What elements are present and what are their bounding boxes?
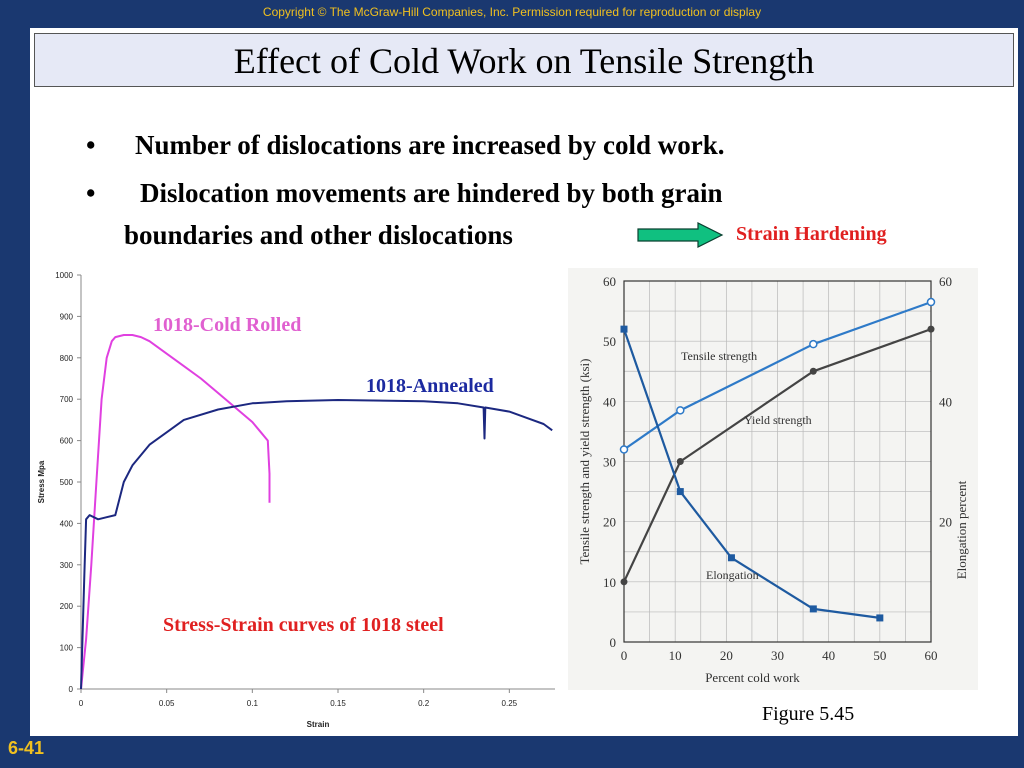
y2-axis-label: Elongation percent [954, 480, 969, 579]
y-tick-label: 0 [69, 685, 74, 694]
x-tick-label: 30 [771, 648, 784, 663]
bullet-marker: • [86, 130, 96, 160]
y-tick-label: 200 [60, 602, 74, 611]
plot-frame [623, 280, 932, 643]
y-tick-label: 1000 [55, 271, 73, 280]
figure-caption: Figure 5.45 [762, 703, 855, 725]
bullet-text: Number of dislocations are increased by … [135, 130, 725, 160]
y2-tick-label: 40 [939, 394, 952, 409]
bullet-continuation: boundaries and other dislocations [124, 220, 513, 250]
y-tick-label: 50 [603, 334, 616, 349]
series-line-yield-strength [623, 328, 932, 583]
x-tick-label: 0 [79, 699, 84, 708]
data-point-elongation [809, 605, 817, 613]
y2-tick-label: 20 [939, 515, 952, 530]
x-tick-label: 0 [621, 648, 628, 663]
x-tick-label: 10 [669, 648, 682, 663]
y-tick-label: 10 [603, 575, 616, 590]
y-tick-label: 400 [60, 519, 74, 528]
x-tick-label: 40 [822, 648, 835, 663]
stress-strain-chart: 0 100 200 300 400 500 600 700 800 900 1000 0 0.05 0.1… [37, 271, 555, 729]
data-point-tensile-strength [619, 445, 629, 454]
x-tick-label: 50 [873, 648, 886, 663]
copyright-notice: Copyright © The McGraw-Hill Companies, I… [262, 5, 762, 19]
series-label-cold-rolled: 1018-Cold Rolled [153, 314, 301, 336]
y2-tick-label: 60 [939, 274, 952, 289]
data-point-yield-strength [676, 458, 684, 465]
y-tick-label: 100 [60, 644, 74, 653]
strain-hardening-label: Strain Hardening [736, 223, 887, 245]
series-label-yield-strength: Yield strength [744, 413, 812, 427]
data-point-tensile-strength [809, 339, 818, 349]
bullet-text: Dislocation movements are hindered by bo… [140, 178, 723, 208]
x-tick-label: 0.25 [502, 699, 518, 708]
y-tick-label: 30 [603, 455, 616, 470]
y-tick-label: 300 [60, 561, 74, 570]
y-axis-label: Stress Mpa [37, 460, 46, 503]
series-line-annealed [80, 399, 553, 690]
data-point-elongation [676, 488, 684, 496]
series-line-tensile-strength [623, 301, 932, 451]
y-tick-label: 60 [603, 274, 616, 289]
data-point-yield-strength [927, 325, 935, 333]
slide-number: 6-41 [8, 738, 45, 758]
y-tick-label: 0 [610, 635, 617, 650]
x-tick-label: 0.15 [330, 699, 346, 708]
x-tick-label: 20 [720, 648, 733, 663]
y-tick-label: 800 [60, 354, 74, 363]
series-line-cold-rolled [80, 334, 271, 690]
y-tick-label: 600 [60, 437, 74, 446]
data-point-yield-strength [809, 367, 817, 375]
x-axis-label: Percent cold work [705, 670, 800, 685]
data-point-tensile-strength [676, 406, 685, 415]
slide-title: Effect of Cold Work on Tensile Strength [34, 33, 1014, 87]
data-point-elongation [727, 554, 735, 562]
data-point-elongation [620, 325, 628, 333]
y-tick-label: 20 [603, 515, 616, 530]
y-axis-label: Tensile strength and yield strength (ksi… [577, 359, 592, 565]
x-tick-label: 0.05 [159, 699, 175, 708]
y-tick-label: 500 [60, 478, 74, 487]
cold-work-chart: 0 10 20 30 40 50 60 0 10 20 30 40 50 60 20 40 60 Percent … [568, 268, 978, 690]
data-point-yield-strength [620, 578, 628, 586]
x-tick-label: 0.1 [247, 699, 259, 708]
bullet-marker: • [86, 178, 96, 208]
x-tick-label: 60 [925, 648, 938, 663]
right-arrow-icon [637, 222, 724, 248]
data-point-tensile-strength [926, 297, 936, 307]
series-label-annealed: 1018-Annealed [366, 375, 494, 397]
x-tick-label: 0.2 [418, 699, 430, 708]
chart-caption: Stress-Strain curves of 1018 steel [163, 614, 444, 636]
y-tick-label: 40 [603, 394, 616, 409]
x-axis-label: Strain [307, 720, 330, 729]
y-tick-label: 900 [60, 312, 74, 321]
data-point-elongation [876, 614, 884, 622]
series-label-tensile-strength: Tensile strength [681, 349, 757, 363]
figure-background [568, 268, 978, 690]
y-tick-label: 700 [60, 395, 74, 404]
series-label-elongation: Elongation [706, 568, 759, 582]
